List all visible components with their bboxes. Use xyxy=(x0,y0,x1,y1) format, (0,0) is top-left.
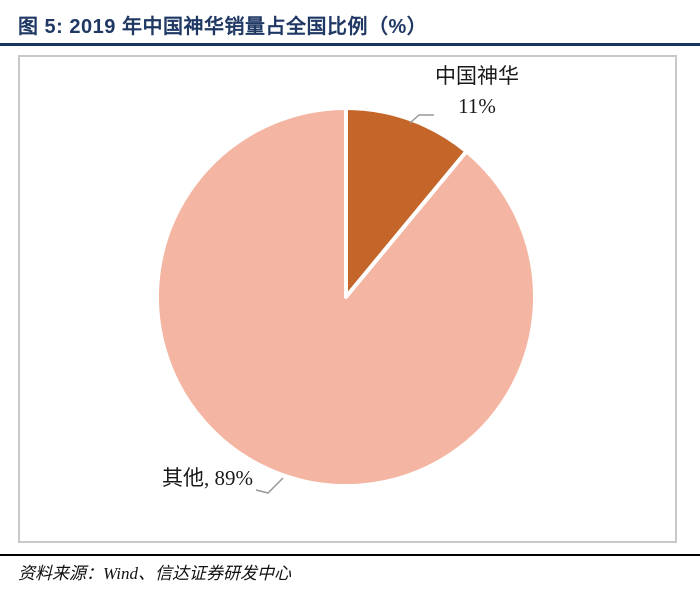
source-attribution: 资料来源：Wind、信达证券研发中心 xyxy=(18,564,291,583)
data-label-shenhua-value: 11% xyxy=(458,94,496,118)
data-label-shenhua: 中国神华 11% xyxy=(387,61,567,121)
chart-frame: 中国神华 11% 其他, 89% xyxy=(18,55,677,543)
figure-title: 图 5: 2019 年中国神华销量占全国比例（%） xyxy=(18,16,428,38)
footer-divider xyxy=(0,554,700,556)
title-underline xyxy=(0,43,700,46)
pie-slice-shenhua xyxy=(344,106,469,299)
leader-line-shenhua xyxy=(409,114,434,124)
leader-line-other xyxy=(255,477,284,494)
pie-slice-other xyxy=(155,106,537,488)
data-label-other: 其他, 89% xyxy=(162,466,253,490)
pie-slices xyxy=(155,106,537,488)
data-label-shenhua-name: 中国神华 xyxy=(435,64,519,88)
pie-chart xyxy=(155,106,537,494)
